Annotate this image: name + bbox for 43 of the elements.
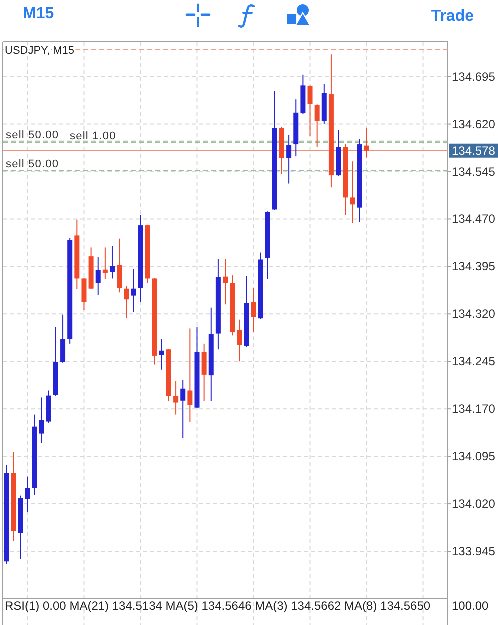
- y-tick-label: 134.620: [452, 117, 496, 132]
- y-tick-label: 134.020: [452, 497, 496, 512]
- ref-line-label: sell 50.00: [6, 129, 60, 142]
- candlestick: [60, 314, 66, 364]
- y-tick-label: 134.470: [452, 212, 496, 226]
- candlestick: [350, 161, 356, 224]
- text: 100.00: [452, 599, 490, 613]
- y-tick-label: 134.245: [452, 354, 496, 369]
- candlestick: [314, 104, 320, 148]
- candlestick: [202, 343, 207, 402]
- chart-title: USDJPY, M15: [5, 45, 74, 57]
- y-tick-label: 134.170: [452, 402, 496, 416]
- y-tick-label: 134.395: [452, 260, 496, 274]
- candlestick: [174, 380, 179, 416]
- candlestick: [286, 134, 292, 184]
- candlestick: [159, 338, 164, 370]
- candlestick: [124, 286, 130, 318]
- candlestick: [110, 246, 115, 280]
- text: M15: [23, 6, 54, 22]
- candlestick: [39, 397, 44, 444]
- ref-line-label: 134.578: [452, 144, 496, 158]
- y-tick-label: 133.945: [452, 544, 496, 559]
- text: Trade: [431, 8, 474, 25]
- candlestick: [188, 328, 193, 423]
- y-tick-label: 134.320: [452, 307, 496, 322]
- candlestick: [251, 288, 256, 334]
- text: RSI(1) 0.00 MA(21) 134.5134 MA(5) 134.5646 MA(3) 134.5662 MA(8) 134.5650: [5, 599, 431, 613]
- candlestick: [25, 476, 30, 513]
- candlestick: [308, 85, 313, 137]
- candlestick: [131, 268, 136, 313]
- y-tick-label: 134.695: [452, 70, 496, 84]
- candlestick: [180, 380, 186, 439]
- candlestick: [102, 247, 108, 280]
- ref-line-label: sell 50.00: [6, 158, 60, 170]
- candlestick: [117, 238, 122, 294]
- y-tick-label: 134.095: [452, 450, 496, 464]
- ref-line-label: sell 1.00: [70, 130, 116, 143]
- candlestick: [364, 128, 370, 158]
- candlestick: [82, 278, 87, 311]
- candlestick: [223, 258, 228, 306]
- candlestick: [237, 319, 242, 362]
- y-tick-label: 134.545: [452, 164, 496, 179]
- candlestick: [96, 256, 101, 296]
